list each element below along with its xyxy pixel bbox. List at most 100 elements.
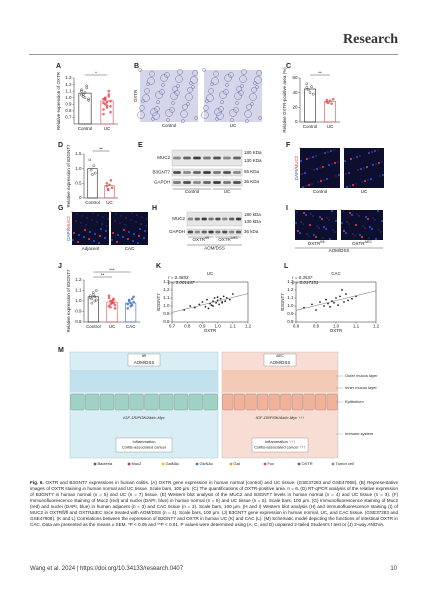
- legend-label: GalNAc: [166, 461, 180, 466]
- y-tick-label: 1.5: [75, 151, 82, 156]
- x-axis-label: OXTR: [330, 328, 343, 333]
- blot-row-label: GAPDH: [169, 229, 185, 234]
- legend-label: GlcNAc: [200, 461, 214, 466]
- micrograph-texture: [230, 118, 234, 122]
- blot-band: [201, 230, 207, 234]
- x-tick-label: CAC: [126, 324, 136, 329]
- micrograph-texture: [122, 228, 126, 232]
- micrograph-texture: [161, 83, 165, 87]
- micrograph-texture: [310, 213, 312, 215]
- epithelial-cell: [268, 393, 280, 411]
- micrograph-texture: [304, 213, 308, 217]
- micrograph-texture: [302, 223, 304, 225]
- micrograph-texture: [307, 183, 311, 187]
- x-tick-label: 1.2: [245, 324, 252, 329]
- micrograph-texture: [301, 185, 305, 189]
- micrograph-texture: [233, 107, 239, 113]
- micrograph-texture: [342, 229, 346, 233]
- y-tick-label: 0.8: [75, 319, 82, 324]
- micrograph-texture: [91, 219, 93, 221]
- regression-line: [171, 293, 249, 313]
- micrograph-texture: [190, 76, 198, 84]
- mucus-layer: [222, 370, 338, 392]
- data-point: [337, 304, 339, 307]
- data-point: [103, 102, 107, 106]
- micrograph-texture: [352, 233, 354, 235]
- data-point: [207, 307, 210, 310]
- micrograph-texture: [328, 219, 330, 221]
- data-point: [90, 301, 94, 305]
- micrograph-texture: [175, 75, 183, 83]
- micrograph-texture: [145, 225, 147, 227]
- panel-letter: M: [58, 347, 64, 354]
- micrograph-texture: [311, 155, 315, 159]
- stain-name: DAPI/: [66, 228, 71, 241]
- y-tick-label: 1.2: [65, 82, 72, 87]
- molecular-weight: 180 KDa: [244, 150, 262, 155]
- y-tick-label: 1.0: [65, 95, 72, 100]
- data-point: [91, 173, 94, 176]
- micrograph-texture: [92, 212, 94, 214]
- data-point: [231, 293, 234, 295]
- micrograph-texture: [308, 235, 310, 237]
- outcome: Inflammation ↑↑↑: [265, 439, 295, 444]
- data-point: [80, 88, 83, 92]
- legend-swatch: [331, 462, 335, 466]
- layer-label: Immune system: [345, 431, 374, 436]
- blot-row-label: MUC2: [172, 216, 185, 221]
- micrograph-texture: [313, 169, 315, 171]
- micrograph-texture: [309, 157, 311, 159]
- x-tick-label: 0.9: [313, 324, 320, 329]
- data-point: [305, 86, 309, 89]
- data-point: [222, 295, 225, 298]
- y-tick-label: 40: [292, 90, 298, 95]
- y-axis-label: B3GNT7: [280, 293, 285, 311]
- micrograph-texture: [124, 224, 126, 226]
- micrograph-texture: [254, 76, 262, 84]
- data-point: [201, 301, 204, 303]
- panel-letter: L: [284, 263, 289, 270]
- epithelial-cell: [257, 393, 269, 411]
- panel-letter: J: [58, 263, 62, 270]
- blot-band: [233, 156, 241, 160]
- micrograph-texture: [104, 229, 108, 233]
- micrograph-texture: [146, 82, 150, 86]
- micrograph-texture: [87, 237, 91, 241]
- y-tick-label: 0.9: [65, 101, 72, 106]
- y-tick-label: 0: [295, 119, 298, 124]
- x-tick-label: UC: [109, 324, 116, 329]
- y-tick-label: 0.8: [287, 319, 294, 324]
- micrograph-texture: [318, 227, 320, 229]
- data-point: [132, 300, 135, 304]
- data-point: [345, 293, 347, 295]
- y-tick-label: 20: [292, 105, 298, 110]
- micrograph-texture: [333, 161, 337, 165]
- micrograph-texture: [294, 221, 298, 225]
- micrograph-texture: [83, 228, 87, 232]
- x-tick-label: Control: [78, 126, 93, 131]
- x-tick-label: Control: [86, 324, 101, 329]
- micrograph-texture: [131, 212, 133, 214]
- bar: [87, 168, 98, 199]
- micrograph-texture: [379, 175, 381, 177]
- group-label-superscript: fl/fl: [205, 236, 209, 240]
- panel-letter: C: [286, 63, 291, 70]
- epithelial-cell: [70, 393, 85, 411]
- micrograph-texture: [306, 233, 308, 235]
- micrograph-texture: [371, 163, 375, 167]
- micrograph-texture: [169, 107, 175, 113]
- micrograph-texture: [141, 216, 143, 218]
- blot-band: [223, 171, 231, 174]
- plot-frame: [171, 281, 249, 323]
- header-rule: [29, 54, 398, 55]
- micrograph-texture: [348, 211, 352, 215]
- micrograph-texture: [348, 223, 350, 225]
- data-point: [341, 289, 343, 291]
- data-point: [105, 104, 109, 107]
- caption-label: Fig. 6.: [30, 480, 44, 485]
- data-point: [339, 295, 341, 298]
- micrograph-texture: [377, 161, 381, 165]
- micrograph-texture: [367, 151, 371, 155]
- micrograph-texture: [71, 238, 75, 242]
